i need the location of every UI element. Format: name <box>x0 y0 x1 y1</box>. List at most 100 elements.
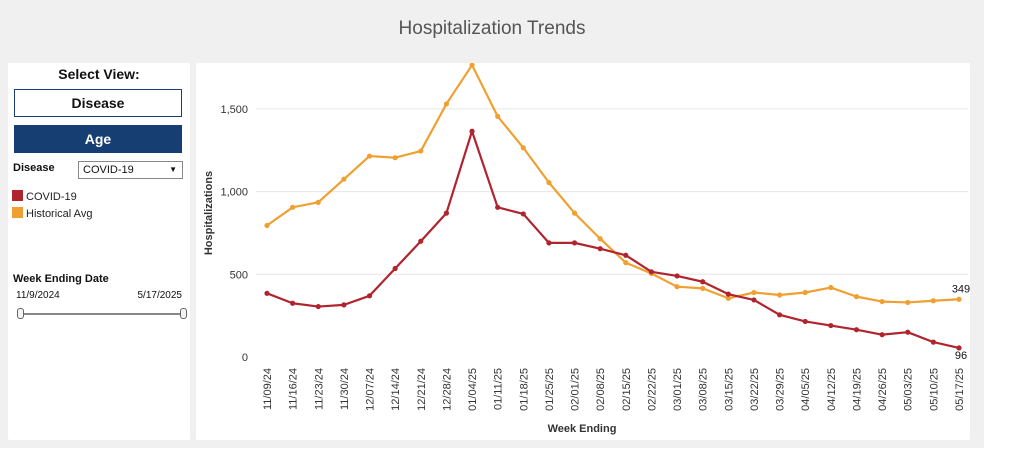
legend-item-historical[interactable]: Historical Avg <box>12 207 92 220</box>
covid-19-point[interactable] <box>828 322 834 329</box>
historical-avg-point[interactable] <box>495 113 501 119</box>
historical-avg-point[interactable] <box>956 296 962 302</box>
x-tick-label: 11/30/24 <box>339 368 351 410</box>
x-tick-label: 04/26/25 <box>877 368 889 411</box>
covid-19-point[interactable] <box>597 246 603 252</box>
historical-avg-point[interactable] <box>674 284 680 290</box>
covid-19-point[interactable] <box>290 300 296 306</box>
x-axis-title: Week Ending <box>548 423 617 435</box>
historical-avg-point[interactable] <box>290 204 296 210</box>
disease-dropdown-value: COVID-19 <box>83 164 134 176</box>
covid-19-point[interactable] <box>546 240 552 246</box>
covid-19-point[interactable] <box>700 279 706 285</box>
x-tick-label: 05/17/25 <box>954 368 966 411</box>
covid-19-point[interactable] <box>418 238 424 244</box>
covid-19-point[interactable] <box>392 265 398 272</box>
x-tick-label: 12/14/24 <box>390 368 402 411</box>
covid-19-point[interactable] <box>956 345 962 351</box>
legend-swatch-historical <box>12 207 23 218</box>
x-tick-label: 04/12/25 <box>826 368 838 411</box>
covid-19-point[interactable] <box>571 240 578 246</box>
covid-19-point[interactable] <box>495 204 501 210</box>
series-points <box>264 63 962 351</box>
historical-avg-point[interactable] <box>341 176 347 182</box>
covid-19-point[interactable] <box>623 252 629 258</box>
historical-avg-point[interactable] <box>905 299 911 306</box>
historical-avg-end-label: 349 <box>952 283 970 295</box>
historical-avg-point[interactable] <box>930 298 936 304</box>
x-tick-labels: 11/09/24 11/16/24 11/23/24 11/30/24 12/07/24… <box>262 368 966 411</box>
legend-item-covid[interactable]: COVID-19 <box>12 190 77 203</box>
chart-panel: 0 500 1,000 1,500 11/09/24 11/16/24 11/23/24 1… <box>196 63 970 440</box>
covid-19-point[interactable] <box>879 332 885 338</box>
covid-19-point[interactable] <box>674 273 680 279</box>
covid-19-point[interactable] <box>443 210 450 216</box>
disease-view-button[interactable]: Disease <box>14 89 182 117</box>
covid-19-line <box>266 130 960 349</box>
historical-avg-point[interactable] <box>776 292 783 298</box>
x-tick-label: 04/05/25 <box>800 368 812 411</box>
historical-avg-point[interactable] <box>469 63 475 68</box>
slider-start-handle[interactable] <box>17 308 24 319</box>
covid-19-point[interactable] <box>469 128 475 134</box>
x-tick-label: 11/16/24 <box>288 368 300 410</box>
covid-19-end-label: 96 <box>955 350 967 362</box>
historical-avg-point[interactable] <box>597 236 603 242</box>
legend-swatch-covid <box>12 190 23 201</box>
historical-avg-point[interactable] <box>392 155 398 161</box>
historical-avg-point[interactable] <box>418 148 424 154</box>
historical-avg-point[interactable] <box>520 145 526 151</box>
covid-19-point[interactable] <box>725 291 731 297</box>
historical-avg-point[interactable] <box>751 289 757 296</box>
historical-avg-point[interactable] <box>315 199 321 205</box>
slider-end-handle[interactable] <box>180 308 187 319</box>
x-tick-label: 12/28/24 <box>441 368 453 411</box>
chevron-down-icon: ▼ <box>169 165 177 174</box>
disease-dropdown[interactable]: COVID-19 ▼ <box>78 161 183 179</box>
historical-avg-point[interactable] <box>828 284 834 291</box>
series-lines <box>266 63 960 349</box>
historical-avg-point[interactable] <box>443 101 450 107</box>
x-tick-label: 03/22/25 <box>749 368 761 411</box>
x-tick-label: 01/18/25 <box>518 368 530 411</box>
date-range-slider[interactable] <box>17 308 187 320</box>
legend-label-covid: COVID-19 <box>26 191 77 203</box>
covid-19-point[interactable] <box>315 303 321 310</box>
covid-19-point[interactable] <box>520 211 526 217</box>
x-tick-label: 03/15/25 <box>723 368 735 411</box>
covid-19-point[interactable] <box>905 329 911 335</box>
historical-avg-point[interactable] <box>725 295 731 301</box>
historical-avg-point[interactable] <box>802 289 808 296</box>
x-tick-label: 05/10/25 <box>928 368 940 411</box>
y-tick-label: 0 <box>242 352 248 364</box>
historical-avg-point[interactable] <box>879 298 885 305</box>
covid-19-point[interactable] <box>751 297 757 303</box>
filter-panel: Select View: Disease Age Disease COVID-1… <box>8 63 190 440</box>
historical-avg-point[interactable] <box>571 210 578 216</box>
covid-19-point[interactable] <box>264 290 270 296</box>
age-view-button[interactable]: Age <box>14 125 182 153</box>
select-view-label: Select View: <box>58 66 140 82</box>
historical-avg-point[interactable] <box>853 294 860 300</box>
y-tick-label: 1,500 <box>220 104 248 116</box>
covid-19-point[interactable] <box>776 312 783 318</box>
y-tick-labels: 0 500 1,000 1,500 <box>220 104 248 364</box>
historical-avg-point[interactable] <box>546 179 552 186</box>
historical-avg-point[interactable] <box>366 153 373 159</box>
week-ending-date-label: Week Ending Date <box>13 273 109 285</box>
covid-19-point[interactable] <box>341 302 347 308</box>
covid-19-point[interactable] <box>930 339 936 345</box>
covid-19-point[interactable] <box>802 318 808 325</box>
covid-19-point[interactable] <box>648 269 655 275</box>
grid-lines <box>256 108 968 275</box>
x-tick-label: 03/29/25 <box>775 368 787 411</box>
historical-avg-point[interactable] <box>264 222 270 229</box>
x-tick-label: 03/01/25 <box>672 368 684 411</box>
x-tick-label: 11/23/24 <box>313 368 325 410</box>
historical-avg-point[interactable] <box>623 260 629 266</box>
covid-19-point[interactable] <box>366 293 373 299</box>
legend-label-historical: Historical Avg <box>26 208 93 220</box>
historical-avg-point[interactable] <box>700 285 706 291</box>
covid-19-point[interactable] <box>853 327 860 333</box>
